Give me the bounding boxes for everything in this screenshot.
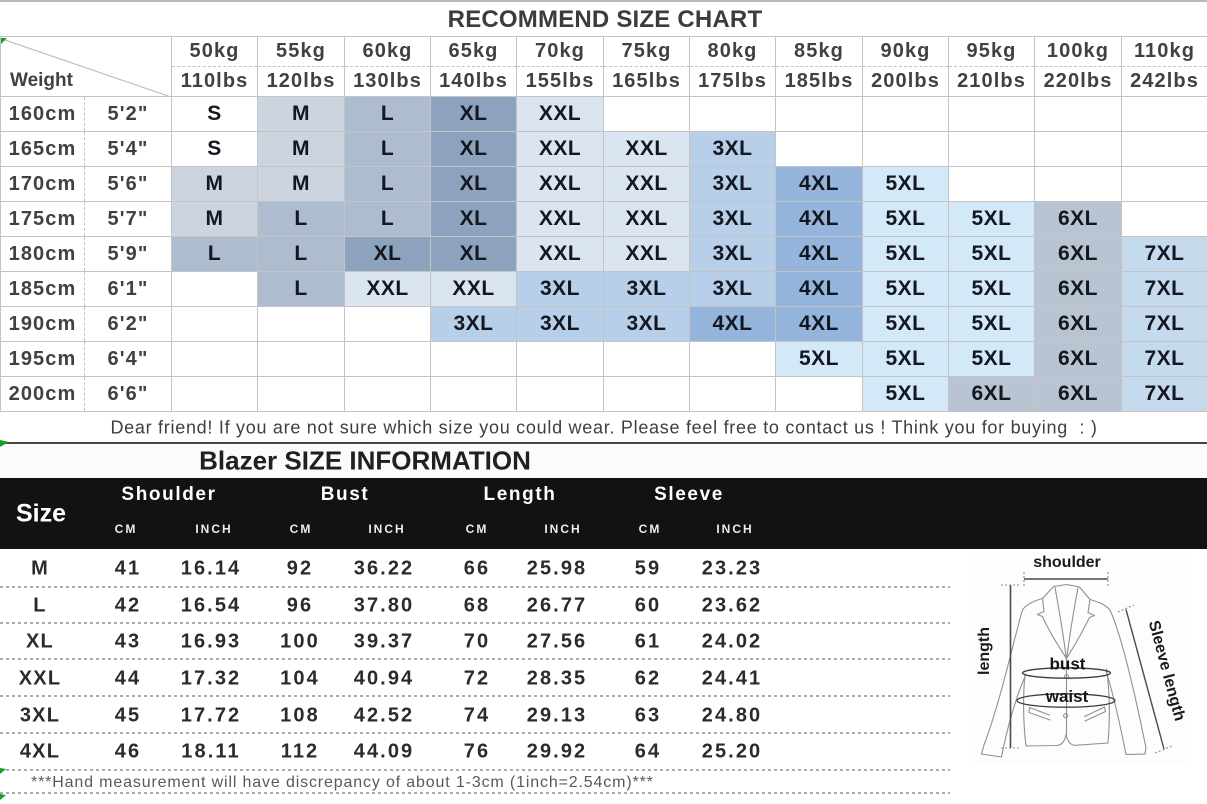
- svg-text:waist: waist: [1045, 687, 1089, 706]
- svg-text:length: length: [976, 627, 993, 675]
- svg-text:shoulder: shoulder: [1033, 554, 1101, 571]
- svg-text:bust: bust: [1050, 655, 1086, 674]
